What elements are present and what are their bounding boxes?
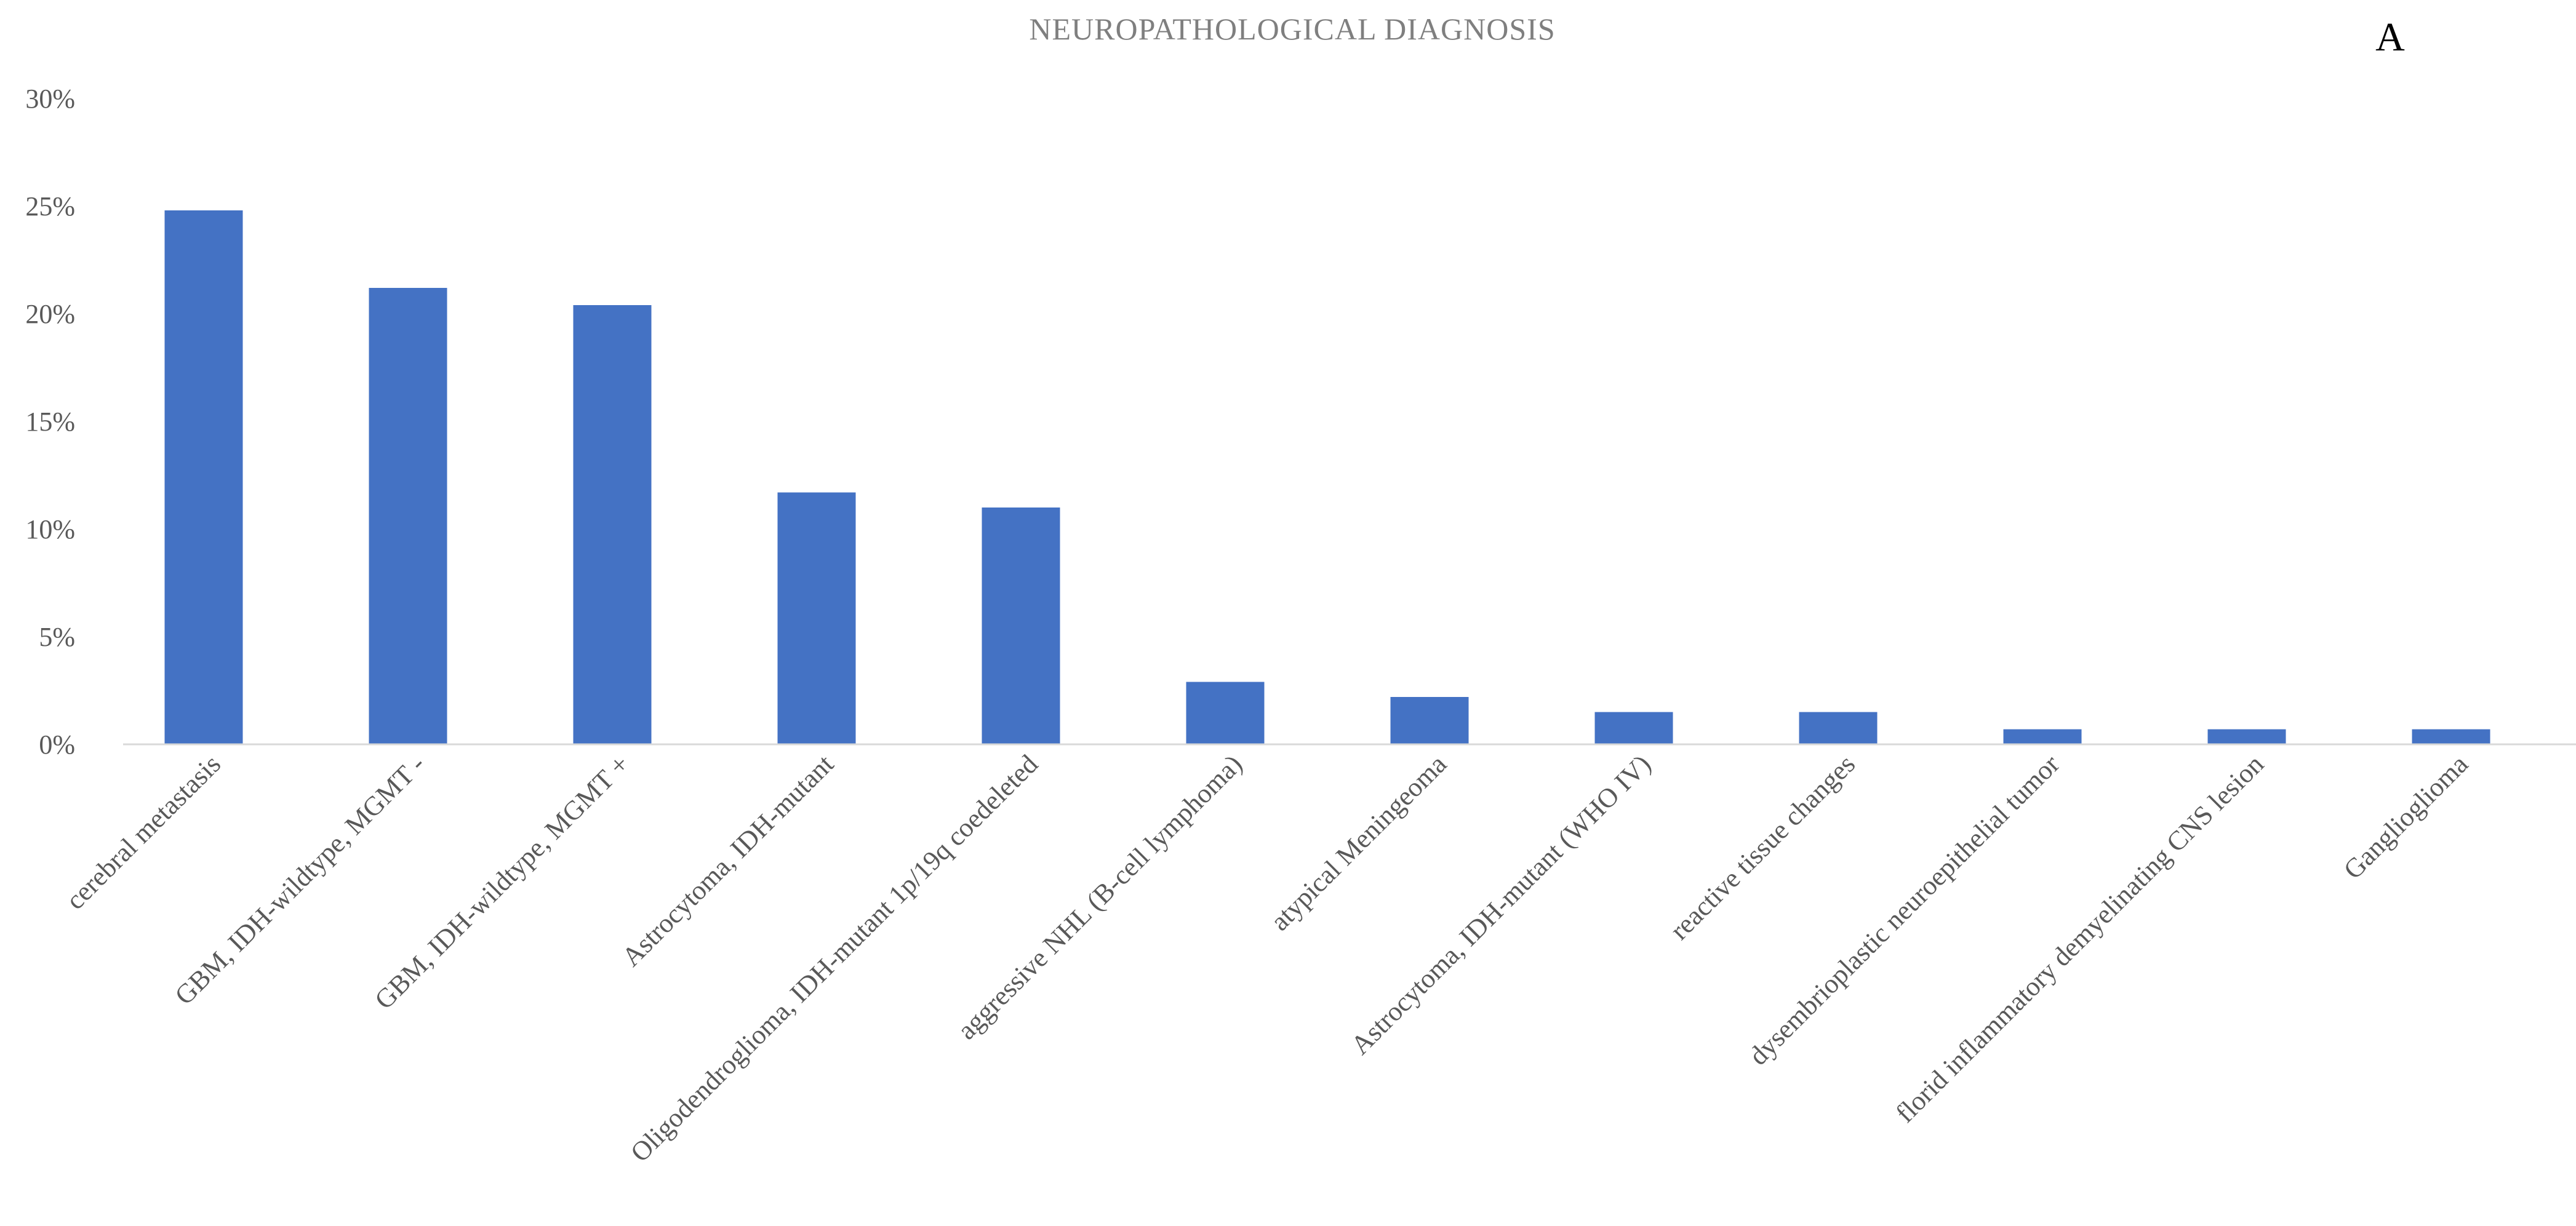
bar xyxy=(1186,682,1265,744)
bar xyxy=(2003,729,2082,744)
chart-title: NEUROPATHOLOGICAL DIAGNOSIS xyxy=(1029,12,1555,46)
panel-label: A xyxy=(2375,15,2405,60)
x-tick-label: Oligodendroglioma, IDH-mutant 1p/19q coe… xyxy=(625,749,1044,1168)
x-tick-label: Ganglioglioma xyxy=(2338,749,2474,885)
bar xyxy=(1594,712,1673,744)
y-tick-label: 0% xyxy=(39,730,75,760)
bars xyxy=(164,210,2490,744)
y-tick-label: 5% xyxy=(39,622,75,652)
bar xyxy=(2412,729,2490,744)
x-tick-label: atypical Meningeoma xyxy=(1265,749,1452,936)
x-tick-label: Astrocytoma, IDH-mutant xyxy=(616,749,839,972)
x-tick-label: florid inflammatory demyelinating CNS le… xyxy=(1890,749,2270,1128)
bar xyxy=(164,210,243,744)
bar xyxy=(369,288,447,744)
bar xyxy=(2207,729,2286,744)
y-axis-ticks: 0% 5% 10% 15% 20% 25% 30% xyxy=(25,84,75,760)
y-tick-label: 10% xyxy=(25,514,75,544)
y-tick-label: 15% xyxy=(25,407,75,437)
bar xyxy=(1390,697,1469,744)
bar xyxy=(573,305,652,744)
x-tick-label: reactive tissue changes xyxy=(1664,749,1861,945)
y-tick-label: 20% xyxy=(25,299,75,329)
y-tick-label: 25% xyxy=(25,191,75,221)
bar xyxy=(1799,712,1878,744)
bar xyxy=(777,492,856,744)
bar xyxy=(982,508,1060,744)
x-tick-label: cerebral metastasis xyxy=(60,749,226,915)
y-tick-label: 30% xyxy=(25,84,75,114)
